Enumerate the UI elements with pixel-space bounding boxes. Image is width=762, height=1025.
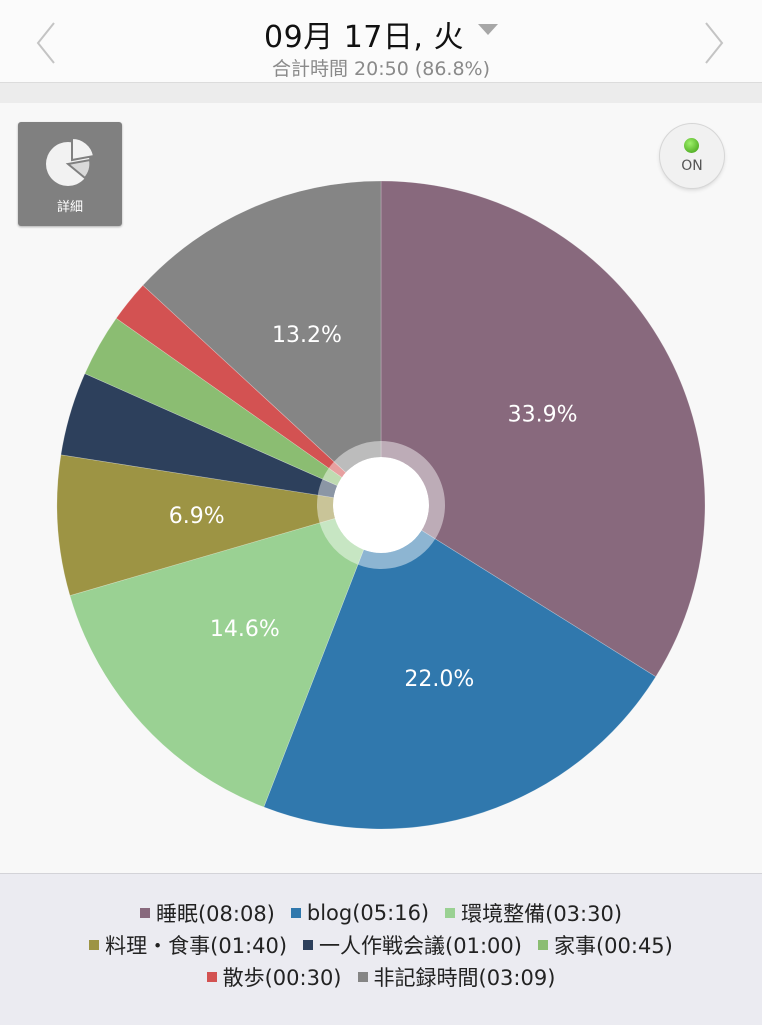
legend-swatch: [357, 972, 368, 982]
legend-swatch: [139, 908, 150, 918]
chevron-right-icon: [705, 22, 724, 64]
chevron-left-icon: [36, 22, 55, 64]
date-header: 09月 17日, 火 合計時間 20:50 (86.8%): [0, 0, 762, 83]
date-title[interactable]: 09月 17日, 火: [264, 20, 464, 55]
date-dropdown-icon[interactable]: [477, 23, 498, 35]
legend: 睡眠(08:08) blog(05:16) 環境整備(03:30) 料理・食事(…: [0, 873, 762, 1025]
pie-inner-ring: [322, 468, 342, 486]
legend-swatch: [206, 972, 217, 982]
legend-swatch: [290, 908, 301, 918]
legend-item: 一人作戦会議(01:00): [303, 930, 522, 960]
legend-swatch: [445, 908, 456, 918]
pie-chart-icon: [46, 136, 96, 186]
legend-item: 睡眠(08:08): [139, 898, 275, 928]
pie-center-hole: [333, 457, 429, 553]
total-time: 合計時間 20:50 (86.8%): [271, 58, 491, 80]
legend-label: 料理・食事(01:40): [105, 934, 288, 958]
next-day-button[interactable]: [694, 18, 734, 68]
legend-swatch: [303, 940, 314, 950]
legend-swatch: [89, 940, 100, 950]
pie-slice[interactable]: [56, 454, 382, 596]
legend-item: 家事(00:45): [537, 930, 673, 960]
legend-item: 非記録時間(03:09): [357, 962, 556, 992]
legend-label: 環境整備(03:30): [461, 902, 623, 926]
pie-slice[interactable]: [69, 504, 382, 808]
pie-inner-ring: [317, 495, 335, 523]
legend-label: 睡眠(08:08): [155, 902, 275, 926]
legend-item: 料理・食事(01:40): [89, 930, 287, 960]
data-label: 22.0%: [404, 667, 474, 692]
pie-chart: 33.9% 22.0% 14.6% 6.9% 13.2%: [56, 180, 706, 830]
legend-label: 一人作戦会議(01:00): [319, 934, 522, 958]
legend-label: 散歩(00:30): [222, 966, 342, 990]
legend-row: 散歩(00:30) 非記録時間(03:09): [0, 962, 762, 992]
pie-slice[interactable]: [263, 504, 657, 830]
legend-item: blog(05:16): [290, 898, 430, 928]
legend-label: 非記録時間(03:09): [373, 966, 556, 990]
legend-label: 家事(00:45): [553, 934, 673, 958]
pie-slice[interactable]: [142, 180, 382, 506]
pie-slice[interactable]: [84, 317, 382, 506]
legend-item: 環境整備(03:30): [445, 898, 622, 928]
pie-inner-ring: [317, 479, 338, 498]
status-led-icon: [684, 138, 699, 153]
pie-inner-ring: [381, 441, 445, 539]
on-toggle[interactable]: ON: [660, 124, 724, 188]
pie-slice[interactable]: [115, 284, 382, 506]
legend-row: 料理・食事(01:40) 一人作戦会議(01:00) 家事(00:45): [0, 930, 762, 960]
previous-day-button[interactable]: [26, 18, 66, 68]
legend-item: 散歩(00:30): [206, 962, 342, 992]
data-label: 6.9%: [169, 504, 225, 529]
pie-inner-ring: [328, 461, 346, 478]
header-divider: [0, 83, 762, 103]
detail-button[interactable]: 詳細: [18, 122, 122, 226]
pie-inner-ring: [357, 530, 436, 569]
data-label: 33.9%: [508, 402, 578, 427]
pie-inner-ring: [333, 441, 381, 473]
pie-slice[interactable]: [60, 373, 382, 506]
data-label: 13.2%: [272, 323, 342, 348]
legend-swatch: [537, 940, 548, 950]
pie-slice[interactable]: [380, 180, 706, 678]
on-toggle-label: ON: [681, 158, 703, 174]
pie-inner-ring: [319, 518, 364, 565]
data-label: 14.6%: [210, 617, 280, 642]
detail-label: 詳細: [56, 200, 83, 215]
legend-label: blog(05:16): [306, 901, 430, 925]
legend-row: 睡眠(08:08) blog(05:16) 環境整備(03:30): [0, 898, 762, 928]
